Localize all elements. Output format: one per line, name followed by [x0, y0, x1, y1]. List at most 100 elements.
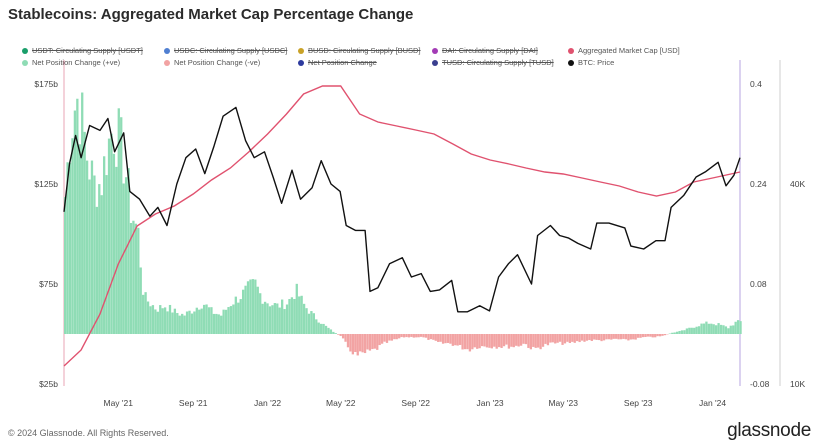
net-position-bar [412, 334, 415, 338]
x-axis-tick-label: Jan '23 [477, 398, 504, 408]
net-position-bar [632, 334, 635, 340]
net-position-bar [351, 334, 355, 355]
net-position-bar [344, 334, 347, 342]
market-cap-line [63, 85, 741, 367]
mid-axis-tick-label: 0.4 [750, 79, 762, 89]
legend-item[interactable]: Net Position Change (-ve) [164, 58, 260, 67]
net-position-bar [107, 138, 111, 334]
net-position-bar [402, 334, 406, 338]
net-position-bar [700, 323, 703, 334]
legend-marker-icon [164, 59, 170, 66]
net-position-bar [463, 334, 467, 350]
net-position-bar [229, 306, 233, 334]
net-position-bar [210, 307, 213, 334]
net-position-bar [622, 334, 625, 339]
net-position-bar [78, 144, 81, 334]
net-position-bar [115, 166, 118, 334]
legend-item[interactable]: DAI: Circulating Supply [DAI] [432, 46, 538, 55]
net-position-bar [532, 334, 535, 347]
legend-item[interactable]: BUSD: Circulating Supply [BUSD] [298, 46, 421, 55]
net-position-bar [729, 325, 732, 334]
net-position-bar [602, 334, 606, 341]
x-axis-tick-label: Jan '22 [254, 398, 281, 408]
net-position-bar [85, 160, 89, 334]
legend-item[interactable]: Net Position Change [298, 58, 377, 67]
net-position-bar [276, 303, 279, 334]
legend-item[interactable]: BTC: Price [568, 58, 614, 67]
net-position-bar [290, 297, 294, 334]
x-axis-tick-label: May '21 [104, 398, 134, 408]
net-position-bar [437, 334, 440, 342]
net-position-bar [90, 160, 94, 334]
net-position-bar [719, 324, 723, 334]
legend-item[interactable]: Aggregated Market Cap [USD] [568, 46, 680, 55]
net-position-bar [583, 334, 586, 342]
net-position-bar [168, 304, 172, 334]
net-position-bar [549, 334, 552, 343]
net-position-bar [337, 334, 340, 335]
net-position-bar [176, 313, 179, 334]
copyright-text: © 2024 Glassnode. All Rights Reserved. [8, 428, 169, 438]
legend-item[interactable]: USDC: Circulating Supply [USDC] [164, 46, 287, 55]
net-position-bar [607, 334, 611, 340]
net-position-bar [244, 285, 247, 334]
net-position-bar [634, 334, 637, 340]
net-position-bar [468, 334, 472, 352]
net-position-bar [690, 327, 693, 334]
net-position-bar [188, 310, 191, 334]
net-position-bar [88, 179, 91, 334]
net-position-bar [185, 311, 189, 334]
legend-marker-icon [432, 59, 438, 66]
net-position-bar [446, 334, 450, 343]
net-position-bar [636, 334, 640, 338]
net-position-bar [315, 319, 318, 334]
net-position-bar [483, 334, 486, 347]
net-position-bar [154, 309, 157, 334]
net-position-bar [117, 108, 120, 334]
net-position-bar [127, 168, 130, 334]
net-position-bar [95, 206, 98, 334]
legend-marker-icon [164, 47, 170, 54]
net-position-bar [439, 334, 442, 342]
net-position-bar [707, 323, 710, 334]
net-position-bar [322, 323, 325, 334]
left-axis-tick-label: $25b [39, 379, 58, 389]
net-position-bar [237, 302, 240, 334]
net-position-bar [212, 313, 216, 334]
net-position-bar [278, 307, 281, 334]
net-position-bar [400, 334, 403, 338]
net-position-bar [617, 334, 620, 340]
net-position-bar [612, 334, 615, 339]
net-position-bar [578, 334, 581, 343]
net-position-bar [320, 323, 323, 334]
mid-axis-tick-label: 0.24 [750, 179, 767, 189]
net-position-bar [407, 334, 411, 338]
net-position-bar [356, 334, 359, 356]
net-position-bar [705, 321, 708, 334]
net-position-bar [580, 334, 584, 341]
net-position-bar [590, 334, 593, 341]
net-position-bar [512, 334, 515, 348]
net-position-bar [298, 296, 301, 334]
legend-item[interactable]: USDT: Circulating Supply [USDT] [22, 46, 143, 55]
legend-item[interactable]: TUSD: Circulating Supply [TUSD] [432, 58, 554, 67]
net-position-bar [458, 334, 462, 345]
net-position-bar [366, 334, 369, 350]
net-position-bar [295, 283, 298, 334]
net-position-bar [556, 334, 559, 343]
net-position-bar [480, 334, 484, 347]
net-position-bar [639, 334, 642, 338]
legend-item[interactable]: Net Position Change (+ve) [22, 58, 120, 67]
net-position-bar [697, 326, 701, 334]
net-position-bar [383, 334, 386, 342]
net-position-bar [675, 331, 679, 334]
legend-label: DAI: Circulating Supply [DAI] [442, 46, 538, 55]
net-position-bar [246, 281, 250, 334]
net-position-bar [259, 293, 262, 334]
net-position-bar [451, 334, 454, 346]
net-position-bar [732, 325, 735, 334]
net-position-bar [724, 326, 728, 334]
net-position-bar [558, 334, 562, 342]
net-position-bar [227, 307, 230, 334]
net-position-bar [317, 322, 320, 334]
